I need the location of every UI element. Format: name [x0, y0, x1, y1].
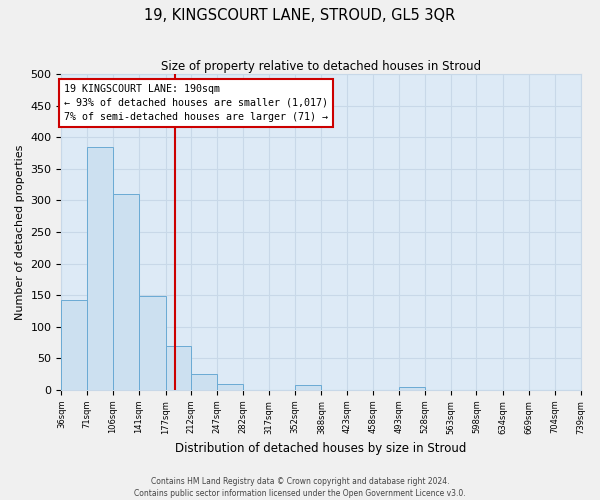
Bar [399, 387, 425, 390]
Bar [191, 374, 217, 390]
X-axis label: Distribution of detached houses by size in Stroud: Distribution of detached houses by size … [175, 442, 467, 455]
Bar [166, 346, 191, 390]
Bar [113, 194, 139, 390]
Bar [61, 300, 87, 390]
Text: 19 KINGSCOURT LANE: 190sqm
← 93% of detached houses are smaller (1,017)
7% of se: 19 KINGSCOURT LANE: 190sqm ← 93% of deta… [64, 84, 328, 122]
Y-axis label: Number of detached properties: Number of detached properties [15, 144, 25, 320]
Title: Size of property relative to detached houses in Stroud: Size of property relative to detached ho… [161, 60, 481, 73]
Bar [87, 147, 113, 390]
Bar [217, 384, 243, 390]
Bar [139, 296, 166, 390]
Text: Contains HM Land Registry data © Crown copyright and database right 2024.
Contai: Contains HM Land Registry data © Crown c… [134, 476, 466, 498]
Text: 19, KINGSCOURT LANE, STROUD, GL5 3QR: 19, KINGSCOURT LANE, STROUD, GL5 3QR [145, 8, 455, 22]
Bar [295, 385, 322, 390]
